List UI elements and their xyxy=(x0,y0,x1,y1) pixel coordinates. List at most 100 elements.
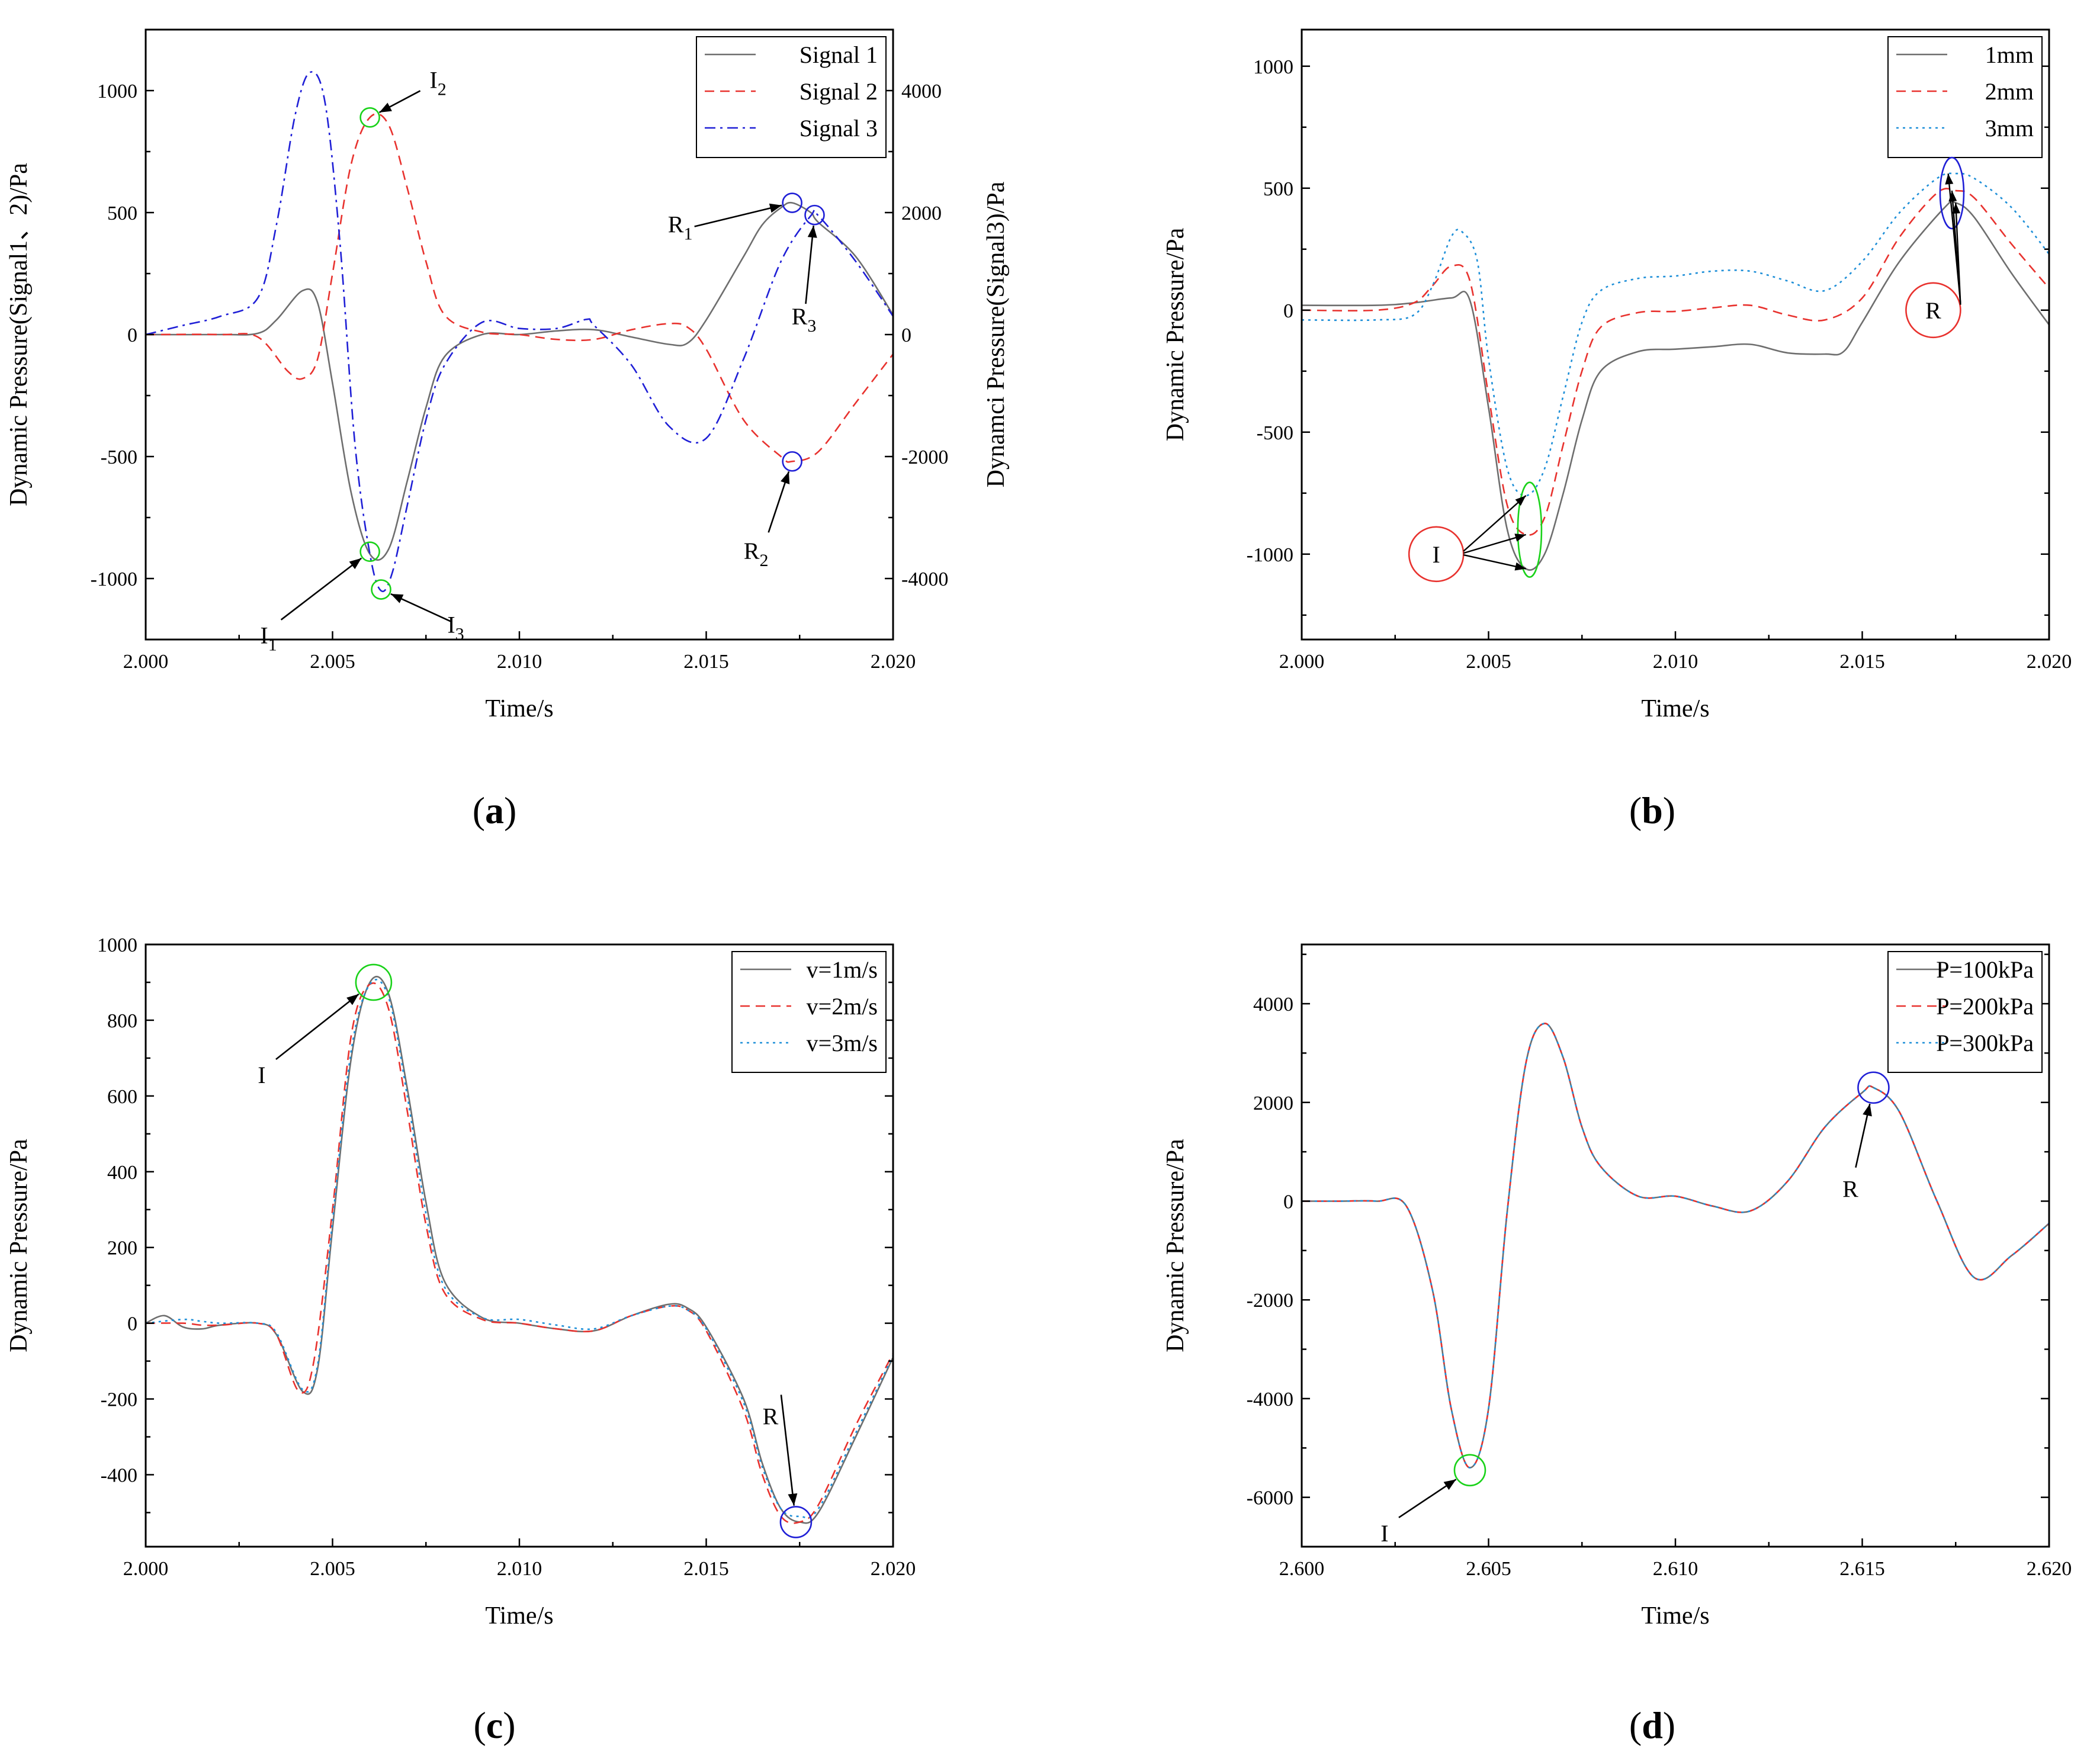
annotation-label: R2 xyxy=(744,538,769,570)
annotation-label: R1 xyxy=(668,211,693,244)
panel-label-letter: c xyxy=(486,1704,503,1746)
x-tick-label: 2.005 xyxy=(310,651,355,673)
y-tick-label: -200 xyxy=(101,1389,137,1411)
annotation-circle xyxy=(359,541,380,562)
x-tick-label: 2.020 xyxy=(871,651,916,673)
annotation-R: R xyxy=(1905,156,1965,339)
annotation-I1: I1 xyxy=(260,541,380,655)
annotation-I3: I3 xyxy=(371,579,464,644)
annotation-circle xyxy=(359,107,380,128)
legend-label: P=300kPa xyxy=(1936,1030,2034,1056)
x-axis-title: Time/s xyxy=(1641,1602,1709,1630)
annotation-arrow-line xyxy=(280,557,362,621)
y2-tick-label: 4000 xyxy=(901,81,942,102)
x-axis-title: Time/s xyxy=(485,695,553,722)
panel-label: (c) xyxy=(473,1704,515,1746)
y-tick-label: 0 xyxy=(127,324,137,346)
legend-box xyxy=(1887,36,2043,158)
y-axis-title: Dynamic Pressure/Pa xyxy=(1162,227,1189,441)
annotation-arrow-head xyxy=(379,102,392,113)
annotation-letter: I xyxy=(447,612,455,638)
series-line-d-1 xyxy=(1302,1023,2049,1469)
annotation-circle xyxy=(804,204,825,226)
series-group xyxy=(146,71,893,593)
y-tick-label: 0 xyxy=(127,1313,137,1335)
y-tick-label: -6000 xyxy=(1247,1487,1293,1509)
annotation-label: I1 xyxy=(260,622,277,655)
legend-label: v=1m/s xyxy=(807,956,878,983)
y-tick-label: 0 xyxy=(1283,300,1293,322)
x-tick-label: 2.020 xyxy=(2027,651,2072,673)
series-line-d-2 xyxy=(1302,1023,2049,1469)
panel-label-letter: a xyxy=(485,789,504,831)
series-line-b-1 xyxy=(1302,200,2049,571)
annotation-arrow-line xyxy=(1463,554,1526,570)
annotation-arrow-head xyxy=(1514,562,1526,571)
annotation-letter: R xyxy=(1842,1176,1858,1203)
annotation-label: I2 xyxy=(429,66,446,99)
y-tick-label: -1000 xyxy=(91,568,137,590)
annotation-letter: I xyxy=(258,1062,265,1088)
annotation-letter: R xyxy=(744,538,760,564)
annotation-label: R3 xyxy=(792,303,817,336)
x-tick-label: 2.015 xyxy=(683,1558,729,1580)
y2-tick-label: 2000 xyxy=(901,203,942,224)
y-tick-label: 2000 xyxy=(1253,1093,1293,1114)
legend-label: Signal 1 xyxy=(800,41,878,68)
annotation-circle xyxy=(782,451,802,472)
panel-c: 2.000 2.005 2.010 2.015 2.020 -400 -200 0 200 400… xyxy=(5,934,916,1746)
annotation-subscript: 1 xyxy=(268,635,277,655)
annotation-arrow-line xyxy=(694,204,782,227)
annotation-circle xyxy=(1857,1071,1890,1104)
annotation-circle xyxy=(1453,1454,1486,1487)
panel-label: (d) xyxy=(1629,1704,1675,1746)
annotation-subscript: 3 xyxy=(455,625,464,644)
annotation-oval xyxy=(1939,156,1965,230)
annotation-letter: I xyxy=(429,66,437,93)
panel-label: (a) xyxy=(473,789,517,831)
legend-label: 1mm xyxy=(1985,41,2034,68)
y-tick-label: 800 xyxy=(107,1010,137,1032)
annotation-label: R xyxy=(1842,1176,1858,1203)
annotation-arrow-line xyxy=(1955,203,1961,305)
panel-label-letter: d xyxy=(1642,1704,1663,1746)
annotation-I2: I2 xyxy=(359,66,447,128)
y-tick-label: 1000 xyxy=(1253,56,1293,78)
y-axis-title: Dynamic Pressure/Pa xyxy=(5,1139,33,1352)
y-tick-label: 4000 xyxy=(1253,994,1293,1016)
series-line-a-1 xyxy=(146,201,893,561)
annotation-label: I3 xyxy=(447,612,464,644)
annotation-arrow-head xyxy=(346,994,359,1005)
annotation-arrow-head xyxy=(1945,173,1954,185)
annotation-arrow-line xyxy=(275,993,359,1060)
legend-label: Signal 3 xyxy=(800,115,878,142)
x-tick-label: 2.620 xyxy=(2027,1558,2072,1580)
series-group xyxy=(1302,172,2049,571)
annotation-arrow-head xyxy=(788,1493,798,1506)
y-tick-label: -4000 xyxy=(1247,1389,1293,1410)
legend-label: 2mm xyxy=(1985,78,2034,105)
annotation-arrow-head xyxy=(1863,1104,1872,1117)
panel-label-close: ) xyxy=(503,1704,515,1746)
panel-label-close: ) xyxy=(1663,1704,1675,1746)
annotation-arrow-head xyxy=(1948,190,1957,202)
panel-label-open: ( xyxy=(1629,789,1642,831)
legend: 1mm 2mm 3mm xyxy=(1887,36,2043,158)
annotation-R: R xyxy=(1842,1071,1890,1203)
x-tick-label: 2.615 xyxy=(1839,1558,1885,1580)
y-tick-label: 0 xyxy=(1283,1191,1293,1213)
legend-label: v=3m/s xyxy=(807,1030,878,1056)
x-tick-label: 2.010 xyxy=(1653,651,1699,673)
annotation-label: I xyxy=(1380,1520,1388,1547)
annotation-subscript: 2 xyxy=(438,79,447,99)
y-tick-label: 200 xyxy=(107,1238,137,1259)
legend-label: v=2m/s xyxy=(807,993,878,1020)
x-tick-label: 2.000 xyxy=(123,1558,169,1580)
annotation-arrow-head xyxy=(807,226,817,238)
annotation-arrow-head xyxy=(390,594,404,603)
x-tick-label: 2.020 xyxy=(871,1558,916,1580)
annotation-subscript: 2 xyxy=(759,551,768,570)
y2-tick-label: -4000 xyxy=(901,568,948,590)
y-tick-label: 1000 xyxy=(97,934,137,956)
annotation-R3: R3 xyxy=(792,204,825,336)
